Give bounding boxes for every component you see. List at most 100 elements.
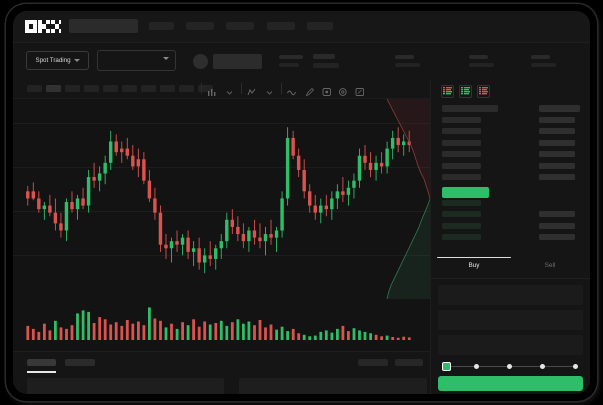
percent-slider[interactable] [442, 362, 582, 371]
toolbar-divider [281, 83, 282, 94]
pair-name-placeholder[interactable] [213, 54, 262, 69]
stat-value [279, 63, 299, 67]
slider-track [446, 366, 578, 367]
stat-label [279, 55, 303, 59]
nav-item-4[interactable] [267, 22, 295, 30]
orderbook-ask-price[interactable] [442, 174, 481, 180]
submit-buy-button[interactable] [438, 376, 583, 391]
orderbook-ask-size[interactable] [539, 128, 575, 134]
market-type-dropdown[interactable]: Spot Trading [26, 51, 89, 70]
nav-item-1[interactable] [149, 22, 174, 30]
orders-action-0[interactable] [358, 359, 388, 366]
pencil-draw-icon[interactable] [305, 84, 315, 102]
total-field[interactable] [438, 335, 583, 355]
orders-block-0 [27, 378, 224, 394]
timeframe-chip-9[interactable] [198, 85, 213, 92]
slider-handle[interactable] [442, 362, 451, 371]
chart-type-bars-icon[interactable] [207, 84, 217, 102]
orderbook-bid-price[interactable] [442, 211, 481, 217]
okx-pixel-logo-icon[interactable] [25, 20, 61, 33]
amount-field[interactable] [438, 310, 583, 330]
gridline [13, 167, 430, 168]
stat-4 [531, 55, 556, 67]
orderbook-ask-price[interactable] [442, 128, 481, 134]
slider-step-25[interactable] [474, 363, 479, 369]
orderbook-bid-price[interactable] [442, 234, 481, 240]
tab-buy[interactable]: Buy [468, 262, 480, 269]
timeframe-chip-5[interactable] [122, 85, 137, 92]
orderbook-bid-size[interactable] [539, 211, 575, 217]
stat-value [395, 63, 420, 67]
orderbook-trade-panel: Buy Sell [430, 79, 590, 394]
settings-gear-icon[interactable] [338, 84, 348, 102]
orders-action-1[interactable] [395, 359, 423, 366]
orderbook-ask-price[interactable] [442, 105, 498, 112]
orderbook-ask-price[interactable] [442, 162, 481, 169]
pair-search-select[interactable] [97, 50, 176, 71]
tab-sell[interactable]: Sell [544, 262, 556, 269]
slider-step-75[interactable] [540, 363, 545, 369]
timeframe-chip-8[interactable] [179, 85, 194, 92]
orderbook-bid-size[interactable] [539, 222, 575, 229]
orderbook-ask-size[interactable] [539, 139, 575, 146]
orders-block-1 [239, 378, 427, 394]
timeframe-chip-7[interactable] [160, 85, 175, 92]
stat-0 [279, 55, 303, 67]
orderbook-ask-price[interactable] [442, 116, 481, 123]
orderbook-both-icon[interactable] [441, 85, 454, 98]
fullscreen-expand-icon[interactable] [355, 84, 365, 102]
orderbook-bid-price[interactable] [442, 222, 481, 229]
orderbook-bid-size[interactable] [539, 234, 575, 240]
indicators-icon[interactable] [247, 84, 257, 102]
nav-item-2[interactable] [186, 22, 214, 30]
orderbook-ask-price[interactable] [442, 139, 481, 146]
orders-tab-0[interactable] [27, 359, 56, 366]
orderbook-last-price[interactable] [442, 186, 489, 198]
orderbook-ask-size[interactable] [539, 174, 575, 180]
timeframe-chip-3[interactable] [84, 85, 99, 92]
orderbook-ask-size[interactable] [539, 151, 575, 157]
stat-label [531, 55, 550, 59]
slider-step-100[interactable] [573, 363, 578, 369]
timeframe-chip-6[interactable] [141, 85, 156, 92]
market-type-label: Spot Trading [35, 57, 71, 64]
chevron-down-icon [163, 57, 169, 60]
orderbook-asks-icon[interactable] [477, 85, 490, 98]
orderbook-ask-price[interactable] [442, 151, 481, 157]
stat-value [531, 63, 556, 67]
orderbook-bid-price[interactable] [442, 199, 481, 206]
toolbar-divider [201, 83, 202, 94]
orderbook-view-modes [441, 85, 490, 98]
orders-tab-1[interactable] [65, 359, 95, 366]
chevron-down-icon[interactable] [265, 84, 274, 102]
orderbook-ask-size[interactable] [539, 116, 575, 123]
timeframe-chip-1[interactable] [46, 85, 61, 92]
app-screen: Spot Trading [13, 11, 590, 394]
market-subbar: Spot Trading [13, 43, 590, 79]
orderbook-ask-size[interactable] [539, 162, 575, 169]
slider-step-50[interactable] [507, 363, 512, 369]
stat-label [313, 54, 335, 59]
gridline [13, 123, 430, 124]
nav-primary[interactable] [69, 19, 138, 33]
nav-item-5[interactable] [307, 22, 333, 30]
toolbar-divider [241, 83, 242, 94]
orderbook-bids-icon[interactable] [459, 85, 472, 98]
nav-item-3[interactable] [226, 22, 254, 30]
chevron-down-icon [73, 59, 80, 62]
chevron-down-icon[interactable] [225, 84, 234, 102]
price-chart[interactable] [13, 99, 430, 351]
line-trend-icon[interactable] [287, 84, 297, 102]
magnet-icon[interactable] [322, 84, 332, 102]
timeframe-chip-4[interactable] [103, 85, 118, 92]
orderbook-ask-size[interactable] [539, 105, 580, 112]
orderbook-rows[interactable] [431, 103, 590, 251]
depth-chart-overlay [386, 99, 430, 299]
stat-label [395, 55, 414, 59]
timeframe-chip-2[interactable] [65, 85, 80, 92]
orders-panel [13, 351, 430, 394]
price-field[interactable] [438, 285, 583, 305]
timeframe-chip-0[interactable] [27, 85, 42, 92]
top-header [13, 11, 590, 43]
stat-3 [469, 55, 494, 67]
